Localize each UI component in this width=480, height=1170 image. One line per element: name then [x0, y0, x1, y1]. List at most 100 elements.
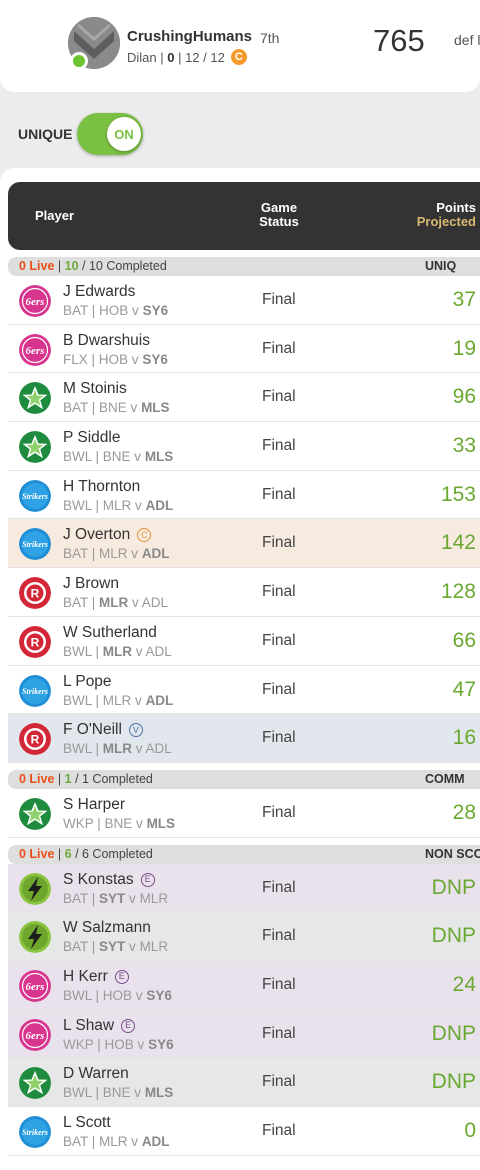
game-status: Final — [262, 879, 296, 897]
player-name[interactable]: J Edwards — [63, 283, 135, 301]
group-live-count: 0 Live — [19, 259, 54, 273]
player-name[interactable]: S Harper — [63, 796, 125, 814]
player-opponent: ADL — [142, 595, 168, 610]
player-team: SYT — [99, 939, 125, 954]
player-name[interactable]: L Pope — [63, 673, 112, 691]
player-row[interactable]: M Stoinis BAT | BNE v MLS Final 96 — [8, 373, 480, 422]
toggle-knob[interactable]: ON — [107, 117, 141, 151]
group-spacer — [8, 838, 480, 845]
player-name[interactable]: M Stoinis — [63, 380, 127, 398]
player-row[interactable]: 6ers H Kerr E BWL | HOB v SY6 Final 24 — [8, 961, 480, 1010]
player-role: BWL — [63, 498, 92, 513]
column-header-points[interactable]: Points Projected — [417, 201, 476, 229]
player-row[interactable]: Strikers L Pope BWL | MLR v ADL Final 47 — [8, 666, 480, 715]
player-row[interactable]: 6ers B Dwarshuis FLX | HOB v SY6 Final 19 — [8, 325, 480, 374]
player-row[interactable]: S Harper WKP | BNE v MLS Final 28 — [8, 789, 480, 838]
svg-text:R: R — [31, 733, 40, 747]
player-name[interactable]: J Brown — [63, 575, 119, 593]
player-opponent: MLR — [140, 891, 169, 906]
player-name[interactable]: B Dwarshuis — [63, 332, 150, 350]
player-name-text: W Salzmann — [63, 919, 151, 937]
player-opponent: ADL — [142, 546, 170, 561]
player-name-text: W Sutherland — [63, 624, 157, 642]
player-team: HOB — [103, 988, 132, 1003]
player-row[interactable]: R J Brown BAT | MLR v ADL Final 128 — [8, 568, 480, 617]
player-opponent: MLS — [141, 400, 170, 415]
player-name[interactable]: L Shaw E — [63, 1017, 135, 1035]
player-name-text: S Harper — [63, 796, 125, 814]
player-row[interactable]: P Siddle BWL | BNE v MLS Final 33 — [8, 422, 480, 471]
fixture-separator: | — [94, 816, 105, 831]
captain-badge-icon: C — [231, 49, 247, 65]
fixture-versus: v — [134, 1037, 148, 1052]
player-name[interactable]: D Warren — [63, 1065, 129, 1083]
player-points: 28 — [453, 801, 476, 825]
player-name[interactable]: W Salzmann — [63, 919, 151, 937]
fixture-separator: | — [88, 546, 99, 561]
total-count: 12 — [210, 50, 224, 65]
player-role: WKP — [63, 1037, 94, 1052]
fixture-separator: | — [92, 1085, 103, 1100]
column-header-game-status-line1: Game — [249, 201, 309, 215]
group-completed-total: / 1 Completed — [72, 772, 153, 786]
fixture-versus: v — [131, 1085, 145, 1100]
stars-icon — [19, 798, 51, 830]
player-opponent: MLS — [145, 1085, 174, 1100]
player-opponent: ADL — [146, 498, 174, 513]
player-points: DNP — [432, 924, 476, 948]
player-team: MLR — [99, 546, 128, 561]
column-header-player[interactable]: Player — [35, 208, 74, 223]
player-team: MLR — [103, 693, 132, 708]
player-name[interactable]: W Sutherland — [63, 624, 157, 642]
player-fixture: BAT | MLR v ADL — [63, 595, 168, 610]
player-name[interactable]: H Kerr E — [63, 968, 129, 986]
game-status: Final — [262, 583, 296, 601]
svg-text:6ers: 6ers — [26, 981, 45, 993]
fixture-versus: v — [132, 741, 146, 756]
player-row[interactable]: Strikers J Overton C BAT | MLR v ADL Final 14… — [8, 519, 480, 568]
player-row[interactable]: D Warren BWL | BNE v MLS Final DNP — [8, 1058, 480, 1107]
meta-slash: / — [200, 50, 211, 65]
emergency-badge-icon: E — [121, 1019, 135, 1033]
player-role: BWL — [63, 449, 92, 464]
column-header-game-status[interactable]: Game Status — [249, 201, 309, 229]
group-name: UNIQ — [425, 257, 456, 276]
player-row[interactable]: R W Sutherland BWL | MLR v ADL Final 66 — [8, 617, 480, 666]
team-summary-card: CrushingHumans 7th Dilan | 0 | 12 / 12 C… — [0, 0, 480, 92]
player-name[interactable]: H Thornton — [63, 478, 140, 496]
player-points: 47 — [453, 678, 476, 702]
player-name[interactable]: J Overton C — [63, 526, 151, 544]
unique-toggle[interactable]: ON — [77, 113, 143, 155]
player-row[interactable]: Strikers L Scott BAT | MLR v ADL Final 0 — [8, 1107, 480, 1156]
player-row[interactable]: W Salzmann BAT | SYT v MLR Final DNP — [8, 912, 480, 961]
player-fixture: BAT | SYT v MLR — [63, 891, 168, 906]
svg-text:Strikers: Strikers — [22, 1128, 48, 1137]
fixture-versus: v — [131, 449, 145, 464]
stars-icon — [19, 1067, 51, 1099]
player-points: 37 — [453, 288, 476, 312]
player-name[interactable]: P Siddle — [63, 429, 120, 447]
svg-text:6ers: 6ers — [26, 345, 45, 357]
game-status: Final — [262, 976, 296, 994]
player-name[interactable]: F O'Neill V — [63, 721, 143, 739]
player-team: BNE — [103, 1085, 131, 1100]
stars-icon — [19, 431, 51, 463]
captain-badge-icon: C — [137, 528, 151, 542]
strikers-icon: Strikers — [19, 528, 51, 560]
player-name[interactable]: S Konstas E — [63, 871, 155, 889]
fixture-separator: | — [92, 693, 103, 708]
player-row[interactable]: R F O'Neill V BWL | MLR v ADL Final 16 — [8, 714, 480, 763]
player-opponent: ADL — [142, 1134, 170, 1149]
team-name[interactable]: CrushingHumans — [127, 28, 252, 45]
sixers-icon: 6ers — [19, 970, 51, 1002]
player-points: DNP — [432, 1070, 476, 1094]
player-row[interactable]: Strikers H Thornton BWL | MLR v ADL Final 15… — [8, 471, 480, 520]
player-row[interactable]: S Konstas E BAT | SYT v MLR Final DNP — [8, 864, 480, 913]
player-row[interactable]: 6ers L Shaw E WKP | HOB v SY6 Final DNP — [8, 1010, 480, 1059]
svg-text:Strikers: Strikers — [22, 492, 48, 501]
player-row[interactable]: 6ers J Edwards BAT | HOB v SY6 Final 37 — [8, 276, 480, 325]
player-name[interactable]: L Scott — [63, 1114, 111, 1132]
player-team: HOB — [99, 303, 128, 318]
game-status: Final — [262, 681, 296, 699]
player-fixture: WKP | BNE v MLS — [63, 816, 175, 831]
